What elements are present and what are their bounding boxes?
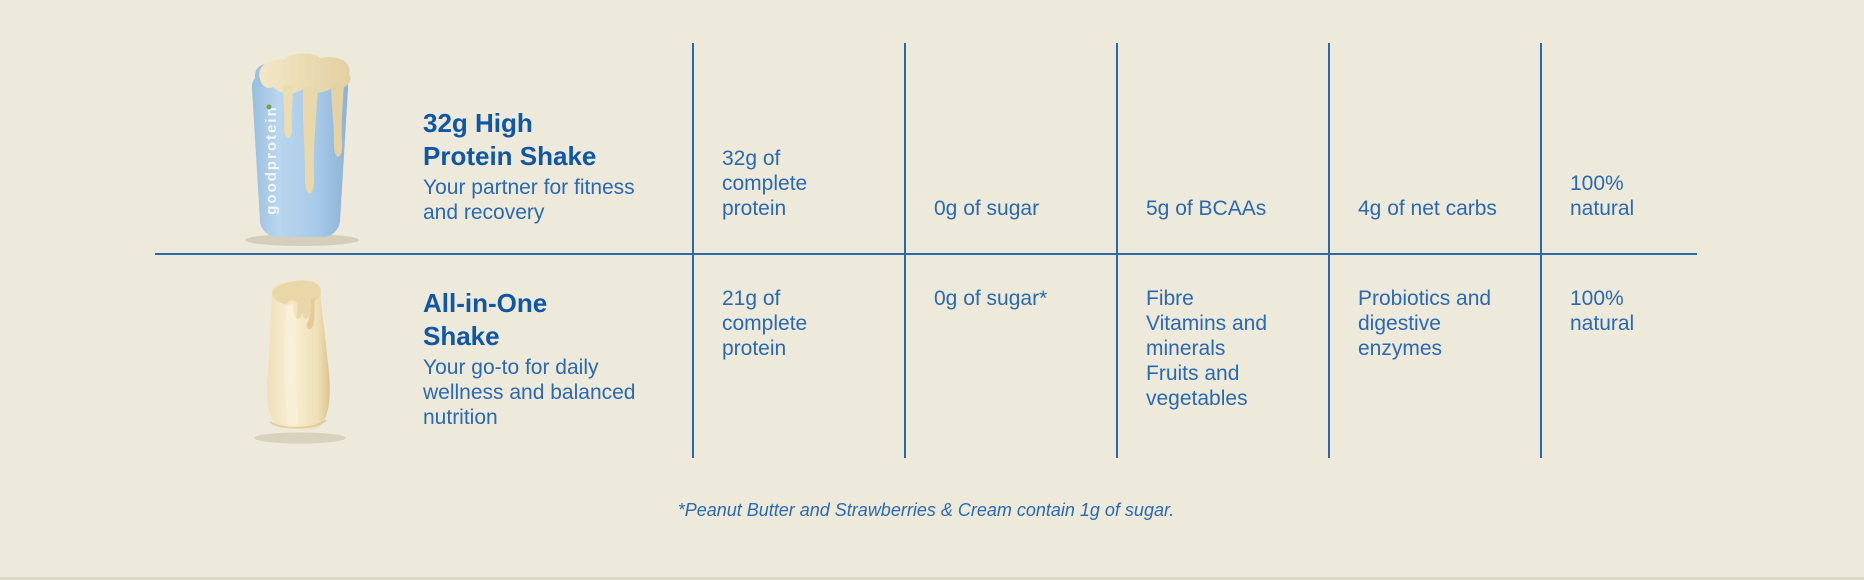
cell-sugar-row2: 0g of sugar* xyxy=(934,287,1048,310)
section-bottom-edge xyxy=(0,577,1864,580)
bottle-shadow xyxy=(245,234,359,246)
column-divider-4 xyxy=(1328,43,1330,458)
leaf-accent-icon xyxy=(266,104,272,110)
cream-top xyxy=(259,53,351,94)
cell-protein-row2: 21g of complete protein xyxy=(722,287,808,360)
product-title: All-in-One Shake xyxy=(423,288,548,351)
row-divider xyxy=(155,253,1697,255)
shaker-body xyxy=(251,74,349,237)
product-image-all-in-one-shake xyxy=(254,280,346,444)
column-divider-2 xyxy=(904,43,906,458)
cell-natural-row1: 100% natural xyxy=(1570,172,1635,220)
cell-natural-row2: 100% natural xyxy=(1570,287,1635,335)
cell-fibre-vitamins-row2: Fibre Vitamins and minerals Fruits and v… xyxy=(1146,287,1268,410)
column-divider-3 xyxy=(1116,43,1118,458)
column-divider-5 xyxy=(1540,43,1542,458)
bottle-highlight xyxy=(284,300,299,426)
cream-drip-long xyxy=(302,87,318,194)
product-title: 32g High Protein Shake xyxy=(423,108,597,171)
cream-drip-front xyxy=(306,298,315,329)
cream-drip-right xyxy=(331,83,344,157)
cell-protein-row1: 32g of complete protein xyxy=(722,147,808,220)
column-divider-1 xyxy=(692,43,694,458)
cream-drip-mid xyxy=(283,85,293,138)
cream-drip-top xyxy=(272,280,321,319)
cell-sugar-row1: 0g of sugar xyxy=(934,197,1040,220)
product-description: Your go-to for daily wellness and balanc… xyxy=(423,356,636,429)
product-info-all-in-one: All-in-One Shake Your go-to for daily we… xyxy=(423,287,713,430)
bottle-base-edge xyxy=(269,419,327,429)
product-info-high-protein: 32g High Protein Shake Your partner for … xyxy=(423,107,713,225)
sugar-footnote: *Peanut Butter and Strawberries & Cream … xyxy=(677,500,1175,520)
cell-net-carbs-row1: 4g of net carbs xyxy=(1358,197,1497,220)
product-image-high-protein-shake: goodprotein xyxy=(245,53,359,246)
product-description: Your partner for fitness and recovery xyxy=(423,176,635,224)
cell-probiotics-row2: Probiotics and digestive enzymes xyxy=(1358,287,1492,360)
bottle-shadow xyxy=(254,432,346,444)
cell-bcaas-row1: 5g of BCAAs xyxy=(1146,197,1267,220)
bottle-brand-label: goodprotein xyxy=(263,105,280,214)
